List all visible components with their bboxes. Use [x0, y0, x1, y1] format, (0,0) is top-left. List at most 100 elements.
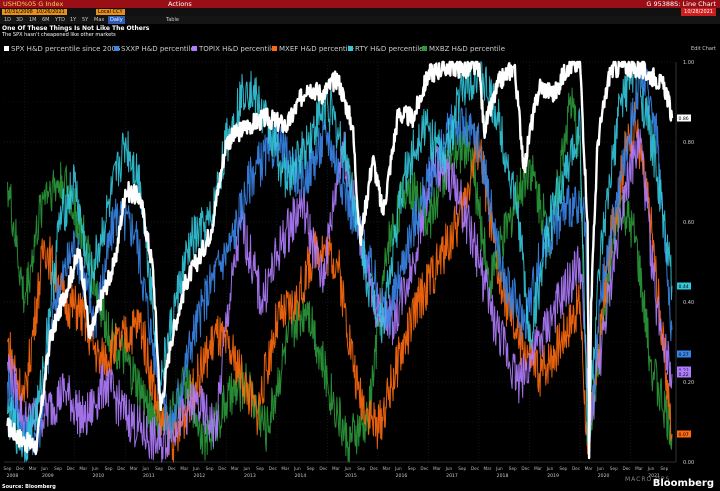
x-month-label: Jun — [445, 466, 453, 471]
x-year-label: 2021 — [648, 473, 660, 479]
x-year-label: 2010 — [92, 473, 104, 479]
series-line-mxbz — [7, 87, 673, 463]
x-month-label: Mar — [29, 466, 37, 471]
last-value-label: 0.27 — [679, 352, 689, 358]
legend-label-topix: TOPIX H&D percentile — [199, 45, 276, 53]
period-ytd[interactable]: YTD — [55, 17, 65, 23]
series-line-rty — [7, 61, 673, 463]
legend-swatch-spx — [4, 46, 9, 51]
period-1m[interactable]: 1M — [29, 17, 37, 23]
last-value-label: 0.07 — [679, 432, 689, 438]
x-month-label: Sep — [155, 466, 163, 471]
x-month-label: Dec — [471, 466, 480, 471]
start-date-field[interactable]: 10/31/2008 — [2, 9, 35, 15]
x-month-label: Sep — [54, 466, 62, 471]
x-year-label: 2011 — [143, 473, 155, 479]
period-max[interactable]: Max — [94, 17, 105, 23]
x-month-label: Dec — [370, 466, 379, 471]
last-value-label: 0.22 — [679, 372, 689, 378]
legend-label-rty: RTY H&D percentile — [355, 45, 424, 53]
last-value-tag — [677, 430, 691, 438]
period-5y[interactable]: 5Y — [82, 17, 89, 23]
x-month-label: Jun — [192, 466, 200, 471]
x-year-label: 2014 — [295, 473, 307, 479]
legend-item-spx[interactable]: SPX H&D percentile since 2005 — [4, 44, 120, 54]
period-6m[interactable]: 6M — [42, 17, 50, 23]
x-month-label: Jun — [394, 466, 402, 471]
x-month-label: Sep — [4, 466, 12, 471]
currency-select[interactable]: Local CCY — [96, 9, 125, 15]
x-month-label: Sep — [509, 466, 517, 471]
x-month-label: Mar — [534, 466, 542, 471]
x-month-label: Dec — [168, 466, 177, 471]
date-range-bar: 10/31/2008 10/26/2021 Local CCY 10/28/20… — [0, 8, 720, 16]
x-axis: Sep Dec Mar Jun Sep Dec Mar Jun Sep Dec Mar Jun Sep D… — [4, 461, 676, 479]
y-axis: 0.000.200.400.600.801.000.860.440.270.23… — [675, 60, 694, 466]
x-month-label: Sep — [105, 466, 113, 471]
x-year-label: 2012 — [194, 473, 206, 479]
x-year-label: 2017 — [446, 473, 458, 479]
x-month-label: Jun — [40, 466, 48, 471]
period-bar: 1D 3D 1M 6M YTD 1Y 5Y Max Daily Table — [0, 16, 720, 24]
y-tick-label: 0.40 — [683, 300, 694, 306]
legend-item-mxef[interactable]: MXEF H&D percentile — [272, 44, 354, 54]
series-line-mxef — [7, 101, 673, 463]
x-month-label: Mar — [79, 466, 87, 471]
x-month-label: Dec — [420, 466, 429, 471]
legend-item-rty[interactable]: RTY H&D percentile — [348, 44, 423, 54]
y-tick-label: 0.80 — [683, 140, 694, 146]
legend-swatch-rty — [348, 46, 353, 51]
edit-chart-button[interactable]: Edit Chart — [690, 46, 716, 52]
period-1d[interactable]: 1D — [4, 17, 12, 23]
x-month-label: Mar — [635, 466, 643, 471]
legend-swatch-sxxp — [114, 46, 119, 51]
y-tick-label: 1.00 — [683, 60, 694, 66]
x-month-label: Jun — [546, 466, 554, 471]
legend-swatch-topix — [192, 46, 197, 51]
legend-item-sxxp[interactable]: SXXP H&D percentile — [114, 44, 195, 54]
x-month-label: Sep — [256, 466, 264, 471]
x-month-label: Jun — [596, 466, 604, 471]
x-month-label: Jun — [293, 466, 301, 471]
x-month-label: Sep — [357, 466, 365, 471]
right-date-field[interactable]: 10/28/2021 — [681, 8, 716, 16]
chart-title: One Of These Things Is Not Like The Othe… — [2, 25, 150, 32]
legend-label-spx: SPX H&D percentile since 2005 — [11, 45, 121, 53]
x-month-label: Mar — [433, 466, 441, 471]
last-value-tag — [677, 282, 691, 290]
x-month-label: Sep — [307, 466, 315, 471]
series-line-spx — [6, 60, 674, 460]
period-1y[interactable]: 1Y — [70, 17, 77, 23]
x-month-label: Mar — [585, 466, 593, 471]
frequency-select[interactable]: Daily — [108, 16, 125, 24]
x-month-label: Dec — [572, 466, 581, 471]
x-month-label: Dec — [117, 466, 126, 471]
legend-item-topix[interactable]: TOPIX H&D percentile — [192, 44, 275, 54]
x-month-label: Mar — [281, 466, 289, 471]
x-month-label: Sep — [559, 466, 567, 471]
source-note: Source: Bloomberg — [2, 484, 56, 490]
x-month-label: Sep — [206, 466, 214, 471]
x-month-label: Dec — [16, 466, 25, 471]
top-title-bar: USHD%05 G Index Actions G 95388S: Line C… — [0, 0, 720, 8]
ticker-label[interactable]: USHD%05 G Index — [3, 0, 64, 8]
x-month-label: Dec — [521, 466, 530, 471]
x-month-label: Jun — [647, 466, 655, 471]
legend-item-mxbz[interactable]: MXBZ H&D percentile — [422, 44, 505, 54]
x-month-label: Dec — [269, 466, 278, 471]
x-month-label: Mar — [484, 466, 492, 471]
x-month-label: Sep — [408, 466, 416, 471]
table-button[interactable]: Table — [166, 17, 179, 23]
last-value-tag — [677, 114, 691, 122]
end-date-field[interactable]: 10/26/2021 — [34, 9, 67, 15]
chart-subtitle: The SPX hasn't cheapened like other mark… — [2, 32, 116, 38]
actions-menu[interactable]: Actions — [168, 0, 192, 8]
bloomberg-logo: Bloomberg — [652, 478, 714, 489]
period-3d[interactable]: 3D — [16, 17, 24, 23]
x-year-label: 2020 — [598, 473, 610, 479]
last-value-tag — [677, 370, 691, 378]
x-month-label: Jun — [344, 466, 352, 471]
x-year-label: 2009 — [42, 473, 54, 479]
x-month-label: Mar — [231, 466, 239, 471]
legend-label-sxxp: SXXP H&D percentile — [121, 45, 195, 53]
